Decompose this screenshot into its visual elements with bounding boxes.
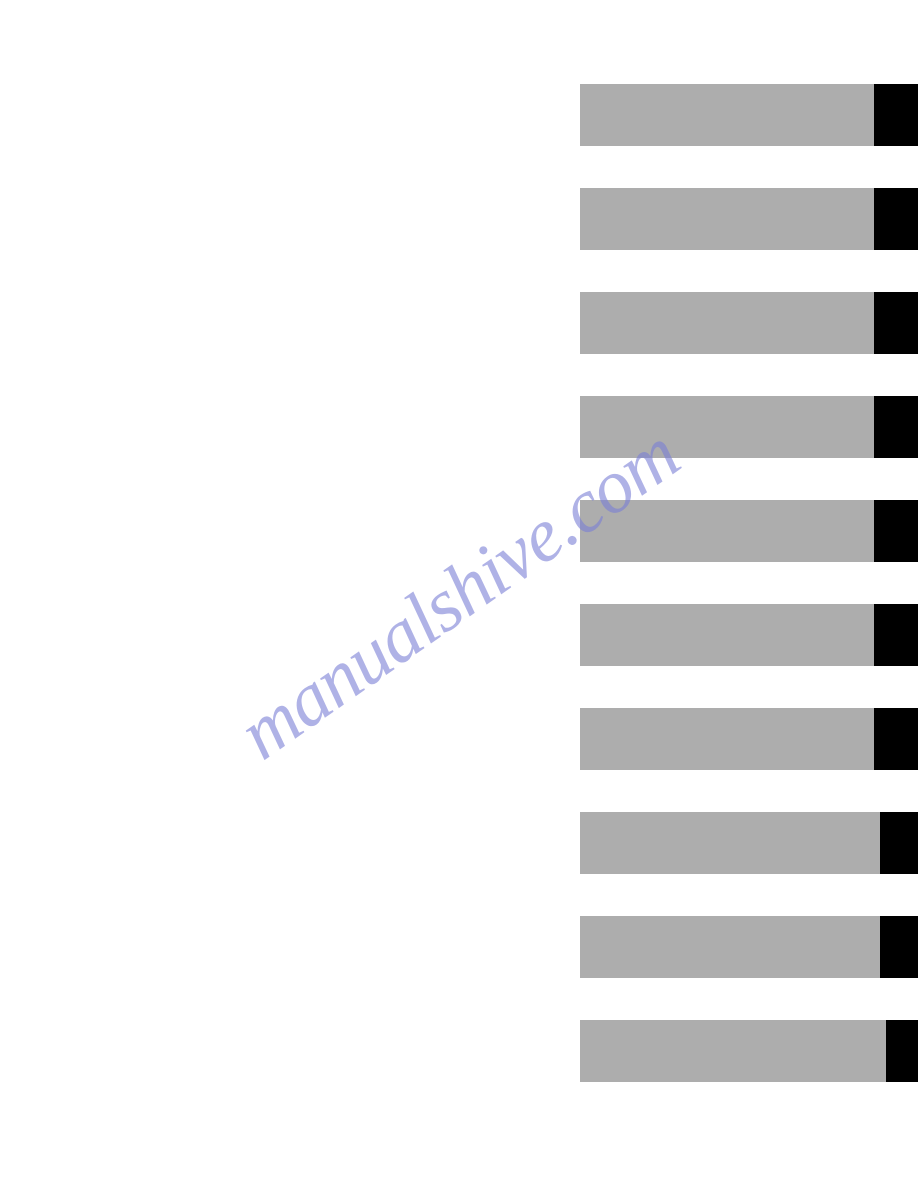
tab-black-segment	[874, 396, 918, 458]
tab-row	[580, 1020, 918, 1082]
tab-gray-segment	[580, 292, 874, 354]
tab-gray-segment	[580, 396, 874, 458]
tab-black-segment	[874, 500, 918, 562]
tab-row	[580, 812, 918, 874]
tab-gray-segment	[580, 1020, 886, 1082]
tab-row	[580, 604, 918, 666]
tab-row	[580, 292, 918, 354]
tab-gray-segment	[580, 812, 880, 874]
tab-gray-segment	[580, 604, 874, 666]
tabs-container	[580, 84, 918, 1124]
tab-row	[580, 84, 918, 146]
tab-row	[580, 396, 918, 458]
tab-black-segment	[874, 708, 918, 770]
tab-black-segment	[874, 188, 918, 250]
tab-black-segment	[880, 812, 918, 874]
tab-gray-segment	[580, 84, 874, 146]
tab-gray-segment	[580, 916, 880, 978]
tab-black-segment	[886, 1020, 918, 1082]
tab-gray-segment	[580, 188, 874, 250]
tab-black-segment	[874, 292, 918, 354]
tab-black-segment	[874, 604, 918, 666]
tab-black-segment	[874, 84, 918, 146]
tab-gray-segment	[580, 500, 874, 562]
tab-gray-segment	[580, 708, 874, 770]
tab-row	[580, 916, 918, 978]
tab-row	[580, 188, 918, 250]
tab-row	[580, 500, 918, 562]
tab-row	[580, 708, 918, 770]
tab-black-segment	[880, 916, 918, 978]
